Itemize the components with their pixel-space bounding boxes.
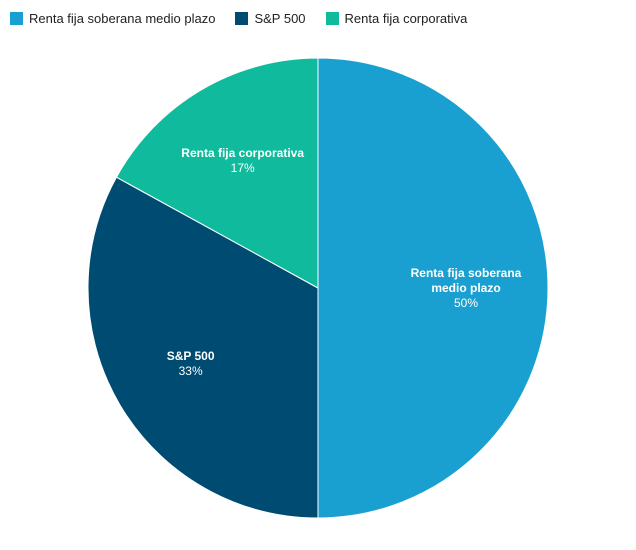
legend-swatch: [235, 11, 249, 25]
pie-slice-renta-fija-corporativa[interactable]: [115, 57, 319, 289]
legend-swatch: [325, 11, 339, 25]
legend-label: S&P 500: [254, 10, 306, 26]
slice-label: Renta fija soberana: [411, 266, 522, 280]
slice-value-label: 33%: [179, 364, 203, 378]
pie-slice-renta-fija-soberana-medio-plazo[interactable]: [317, 57, 549, 519]
slice-label: S&P 500: [167, 349, 215, 363]
legend-label: Renta fija corporativa: [344, 10, 468, 26]
chart-legend: Renta fija soberana medio plazo S&P 500 …: [10, 8, 467, 28]
slice-label: medio plazo: [431, 281, 500, 295]
legend-item-renta-fija-soberana[interactable]: Renta fija soberana medio plazo: [10, 11, 215, 26]
slice-value-label: 17%: [231, 161, 255, 175]
legend-label: Renta fija soberana medio plazo: [29, 10, 216, 26]
pie-slices: [87, 57, 549, 519]
legend-swatch: [10, 11, 23, 25]
legend-item-sp500[interactable]: S&P 500: [235, 10, 306, 26]
legend-item-renta-fija-corporativa[interactable]: Renta fija corporativa: [325, 10, 468, 26]
pie-slice-s-p-500[interactable]: [87, 176, 319, 519]
slice-label: Renta fija corporativa: [181, 146, 304, 160]
slice-value-label: 50%: [454, 296, 478, 310]
